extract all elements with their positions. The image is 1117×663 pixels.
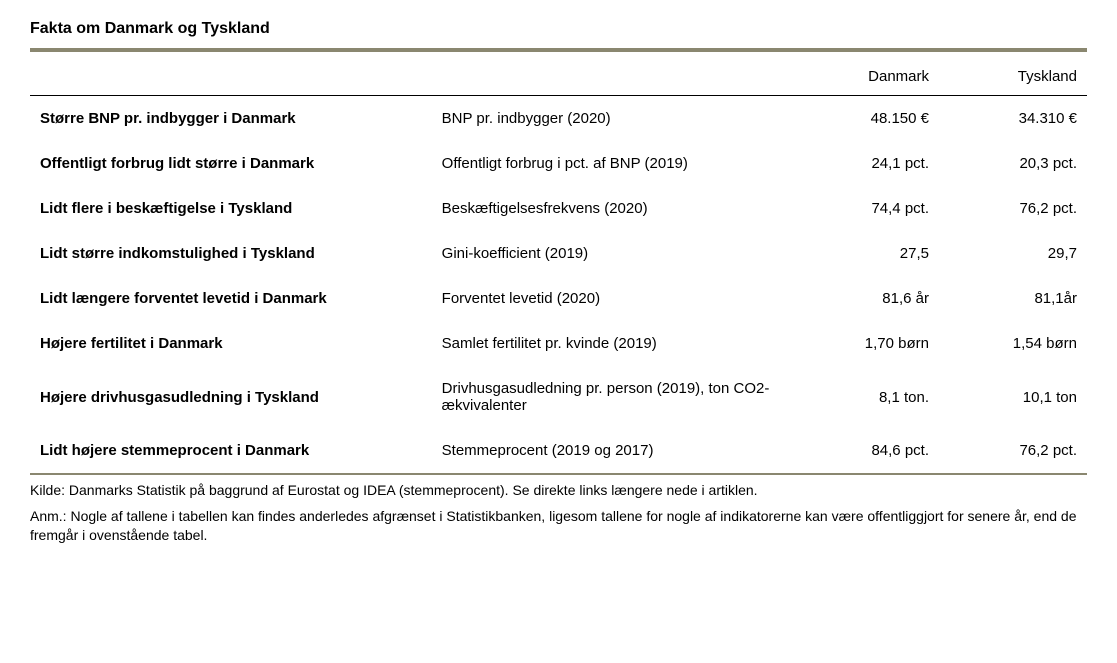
- row-metric: Gini-koefficient (2019): [432, 231, 791, 276]
- table-row: Lidt højere stemmeprocent i DanmarkStemm…: [30, 428, 1087, 474]
- row-value-denmark: 74,4 pct.: [791, 186, 939, 231]
- row-metric: Offentligt forbrug i pct. af BNP (2019): [432, 141, 791, 186]
- row-value-germany: 29,7: [939, 231, 1087, 276]
- header-row: Danmark Tyskland: [30, 60, 1087, 96]
- header-blank-1: [30, 60, 432, 96]
- table-title: Fakta om Danmark og Tyskland: [30, 20, 1087, 48]
- row-label: Højere fertilitet i Danmark: [30, 321, 432, 366]
- footnote-note: Anm.: Nogle af tallene i tabellen kan fi…: [30, 507, 1087, 546]
- row-value-germany: 20,3 pct.: [939, 141, 1087, 186]
- row-label: Større BNP pr. indbygger i Danmark: [30, 96, 432, 142]
- table-row: Højere drivhusgasudledning i TysklandDri…: [30, 366, 1087, 428]
- header-germany: Tyskland: [939, 60, 1087, 96]
- row-value-denmark: 1,70 børn: [791, 321, 939, 366]
- row-metric: Forventet levetid (2020): [432, 276, 791, 321]
- row-value-denmark: 27,5: [791, 231, 939, 276]
- table-row: Lidt flere i beskæftigelse i TysklandBes…: [30, 186, 1087, 231]
- row-value-germany: 76,2 pct.: [939, 428, 1087, 474]
- row-metric: Samlet fertilitet pr. kvinde (2019): [432, 321, 791, 366]
- row-metric: Drivhusgasudledning pr. person (2019), t…: [432, 366, 791, 428]
- row-value-germany: 10,1 ton: [939, 366, 1087, 428]
- row-value-denmark: 8,1 ton.: [791, 366, 939, 428]
- row-value-denmark: 81,6 år: [791, 276, 939, 321]
- comparison-table: Danmark Tyskland Større BNP pr. indbygge…: [30, 60, 1087, 475]
- table-row: Højere fertilitet i DanmarkSamlet fertil…: [30, 321, 1087, 366]
- row-metric: BNP pr. indbygger (2020): [432, 96, 791, 142]
- table-row: Offentligt forbrug lidt større i Danmark…: [30, 141, 1087, 186]
- header-blank-2: [432, 60, 791, 96]
- footnote-source: Kilde: Danmarks Statistik på baggrund af…: [30, 481, 1087, 501]
- row-value-germany: 34.310 €: [939, 96, 1087, 142]
- row-value-germany: 81,1år: [939, 276, 1087, 321]
- row-label: Lidt større indkomstulighed i Tyskland: [30, 231, 432, 276]
- row-value-denmark: 48.150 €: [791, 96, 939, 142]
- row-label: Offentligt forbrug lidt større i Danmark: [30, 141, 432, 186]
- row-label: Højere drivhusgasudledning i Tyskland: [30, 366, 432, 428]
- table-row: Større BNP pr. indbygger i DanmarkBNP pr…: [30, 96, 1087, 142]
- row-value-denmark: 24,1 pct.: [791, 141, 939, 186]
- row-value-germany: 1,54 børn: [939, 321, 1087, 366]
- row-label: Lidt højere stemmeprocent i Danmark: [30, 428, 432, 474]
- row-metric: Beskæftigelsesfrekvens (2020): [432, 186, 791, 231]
- row-label: Lidt længere forventet levetid i Danmark: [30, 276, 432, 321]
- table-row: Lidt større indkomstulighed i TysklandGi…: [30, 231, 1087, 276]
- header-denmark: Danmark: [791, 60, 939, 96]
- row-value-germany: 76,2 pct.: [939, 186, 1087, 231]
- title-divider: [30, 48, 1087, 52]
- row-label: Lidt flere i beskæftigelse i Tyskland: [30, 186, 432, 231]
- row-value-denmark: 84,6 pct.: [791, 428, 939, 474]
- table-body: Større BNP pr. indbygger i DanmarkBNP pr…: [30, 96, 1087, 475]
- table-row: Lidt længere forventet levetid i Danmark…: [30, 276, 1087, 321]
- row-metric: Stemmeprocent (2019 og 2017): [432, 428, 791, 474]
